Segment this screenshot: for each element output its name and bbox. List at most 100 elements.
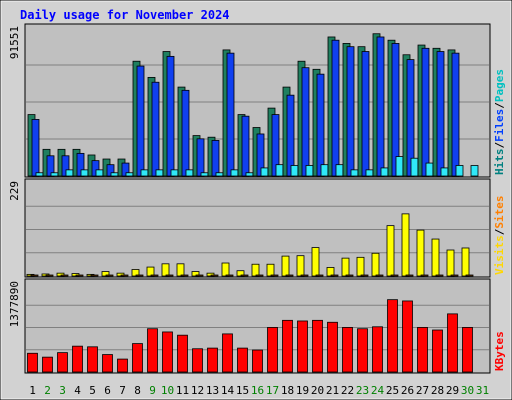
- bar-pages-day-5: [95, 169, 104, 177]
- bar-files-day-5: [91, 160, 100, 177]
- x-tick-label: 24: [371, 384, 385, 397]
- bar-sites-day-16: [255, 274, 264, 277]
- plot-area-visits: [24, 178, 491, 278]
- panel-kbytes: 1377890 KBytes: [8, 278, 506, 374]
- bar-visits-day-3: [56, 272, 65, 277]
- bar-pages-day-4: [80, 169, 89, 177]
- bar-files-day-6: [106, 164, 115, 177]
- legend-item: Pages: [493, 69, 506, 102]
- bar-sites-day-26: [405, 274, 414, 277]
- x-tick-label: 26: [401, 384, 414, 397]
- bar-pages-day-1: [35, 172, 44, 177]
- legend-hits: Hits/Files/Pages: [493, 69, 506, 175]
- bar-kbytes-day-30: [462, 327, 473, 373]
- bar-visits-day-19: [296, 255, 305, 277]
- bar-pages-day-30: [470, 165, 479, 177]
- bar-pages-day-15: [245, 172, 254, 177]
- bar-sites-day-4: [75, 274, 84, 277]
- bar-files-day-10: [166, 55, 175, 177]
- bar-sites-day-6: [105, 274, 114, 277]
- bar-files-day-22: [346, 46, 355, 177]
- bar-files-day-3: [61, 155, 70, 177]
- bar-visits-day-25: [386, 225, 395, 277]
- bar-files-day-11: [181, 89, 190, 177]
- bar-sites-day-9: [150, 274, 159, 277]
- bar-kbytes-day-4: [72, 345, 83, 373]
- bar-pages-day-7: [125, 172, 134, 177]
- bar-pages-day-10: [170, 169, 179, 177]
- bar-kbytes-day-16: [252, 349, 263, 373]
- bar-kbytes-day-12: [192, 348, 203, 373]
- x-tick-label: 14: [221, 384, 235, 397]
- bar-visits-day-16: [251, 263, 260, 277]
- chart-panels: 91551Hits/Files/Pages229Visits/Sites1377…: [8, 23, 506, 374]
- bar-sites-day-21: [330, 274, 339, 277]
- x-tick-label: 3: [59, 384, 66, 397]
- bar-pages-day-14: [230, 169, 239, 177]
- bar-pages-day-24: [380, 167, 389, 177]
- x-tick-label: 13: [206, 384, 219, 397]
- bar-files-day-23: [361, 51, 370, 177]
- bar-kbytes-day-18: [282, 319, 293, 373]
- x-tick-label: 25: [386, 384, 399, 397]
- bar-files-day-4: [76, 152, 85, 177]
- bar-files-day-2: [46, 155, 55, 177]
- x-tick-label: 18: [281, 384, 294, 397]
- bar-visits-day-12: [191, 271, 200, 277]
- x-tick-label: 23: [356, 384, 369, 397]
- bar-sites-day-1: [30, 274, 39, 277]
- bar-pages-day-3: [65, 169, 74, 177]
- bar-visits-day-23: [356, 256, 365, 277]
- bar-kbytes-day-20: [312, 319, 323, 373]
- bar-pages-day-19: [305, 165, 314, 177]
- x-tick-label: 12: [191, 384, 204, 397]
- bar-visits-day-10: [161, 263, 170, 277]
- bar-visits-day-8: [131, 269, 140, 277]
- legend-item: Hits: [493, 149, 506, 176]
- x-tick-label: 2: [44, 384, 51, 397]
- bar-pages-day-22: [350, 169, 359, 177]
- bar-kbytes-day-10: [162, 331, 173, 373]
- x-tick-label: 11: [176, 384, 189, 397]
- bar-pages-day-20: [320, 164, 329, 177]
- bar-pages-day-27: [425, 162, 434, 177]
- bar-sites-day-14: [225, 274, 234, 277]
- bar-pages-day-13: [215, 172, 224, 177]
- bar-visits-day-9: [146, 266, 155, 277]
- x-tick-label: 4: [74, 384, 81, 397]
- x-tick-label: 22: [341, 384, 354, 397]
- bar-sites-day-2: [45, 274, 54, 277]
- bar-visits-day-17: [266, 263, 275, 277]
- bar-kbytes-day-1: [27, 352, 38, 373]
- bar-files-day-17: [271, 114, 280, 177]
- bar-pages-day-18: [290, 165, 299, 177]
- bar-kbytes-day-7: [117, 358, 128, 373]
- legend-item: /: [493, 142, 506, 149]
- bar-kbytes-day-2: [42, 356, 53, 373]
- bar-sites-day-12: [195, 274, 204, 277]
- bar-files-day-28: [436, 51, 445, 177]
- bar-sites-day-28: [435, 274, 444, 277]
- bar-kbytes-day-3: [57, 352, 68, 373]
- bar-kbytes-day-6: [102, 354, 113, 373]
- x-tick-label: 19: [296, 384, 309, 397]
- bar-kbytes-day-28: [432, 329, 443, 373]
- bar-pages-day-25: [395, 156, 404, 177]
- bar-kbytes-day-23: [357, 328, 368, 373]
- bar-sites-day-19: [300, 274, 309, 277]
- bar-sites-day-13: [210, 274, 219, 277]
- legend-item: Visits: [493, 235, 506, 275]
- bar-kbytes-day-26: [402, 300, 413, 373]
- bar-visits-day-20: [311, 247, 320, 277]
- bar-visits-day-14: [221, 262, 230, 277]
- bar-kbytes-day-22: [342, 327, 353, 373]
- bar-visits-day-15: [236, 270, 245, 277]
- bar-sites-day-22: [345, 274, 354, 277]
- x-tick-label: 28: [431, 384, 444, 397]
- bar-files-day-14: [226, 52, 235, 177]
- bar-pages-day-12: [200, 172, 209, 177]
- bar-visits-day-7: [116, 272, 125, 277]
- x-tick-label: 9: [149, 384, 156, 397]
- bar-visits-day-13: [206, 272, 215, 277]
